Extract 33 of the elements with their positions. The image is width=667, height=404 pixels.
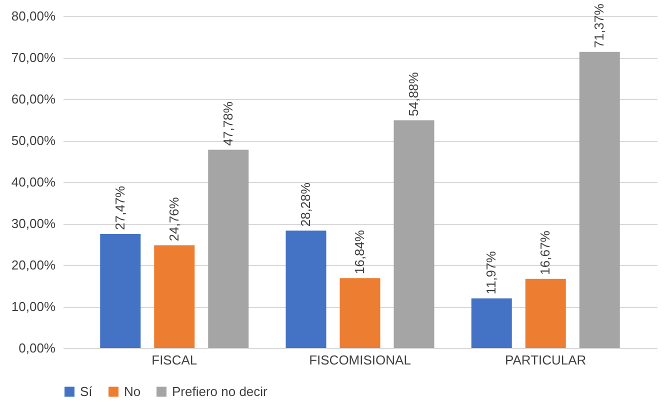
legend-label: No	[124, 384, 141, 399]
y-tick-label: 10,00%	[11, 299, 56, 314]
data-label: 11,97%	[484, 250, 499, 294]
x-tick-label: PARTICULAR	[505, 352, 586, 368]
legend-label: Prefiero no decir	[172, 384, 268, 399]
data-label: 16,67%	[538, 230, 553, 275]
legend-label: Sí	[80, 384, 93, 399]
y-tick-label: 80,00%	[11, 8, 56, 24]
bar	[340, 278, 380, 348]
y-tick-label: 0,00%	[18, 340, 56, 356]
bar	[100, 234, 141, 348]
y-tick-label: 70,00%	[11, 50, 56, 65]
data-label: 71,37%	[592, 3, 607, 48]
y-tick-label: 20,00%	[11, 258, 56, 272]
bar	[579, 52, 620, 348]
x-tick-label: FISCOMISIONAL	[309, 352, 411, 368]
bar	[525, 278, 566, 348]
bar	[154, 245, 195, 348]
data-label: 54,88%	[406, 72, 421, 116]
bar	[286, 230, 326, 348]
y-tick-label: 40,00%	[11, 174, 56, 190]
data-label: 47,78%	[220, 101, 236, 146]
y-tick-label: 60,00%	[11, 92, 56, 106]
data-label: 24,76%	[166, 196, 182, 242]
bar	[208, 150, 249, 348]
y-tick-label: 30,00%	[11, 216, 56, 231]
data-label: 27,47%	[112, 185, 128, 230]
bar	[471, 298, 512, 348]
y-tick-label: 50,00%	[11, 133, 56, 148]
bar	[394, 120, 434, 348]
x-tick-label: FISCAL	[152, 352, 198, 368]
data-label: 28,28%	[298, 182, 313, 227]
data-label: 16,84%	[352, 230, 367, 274]
